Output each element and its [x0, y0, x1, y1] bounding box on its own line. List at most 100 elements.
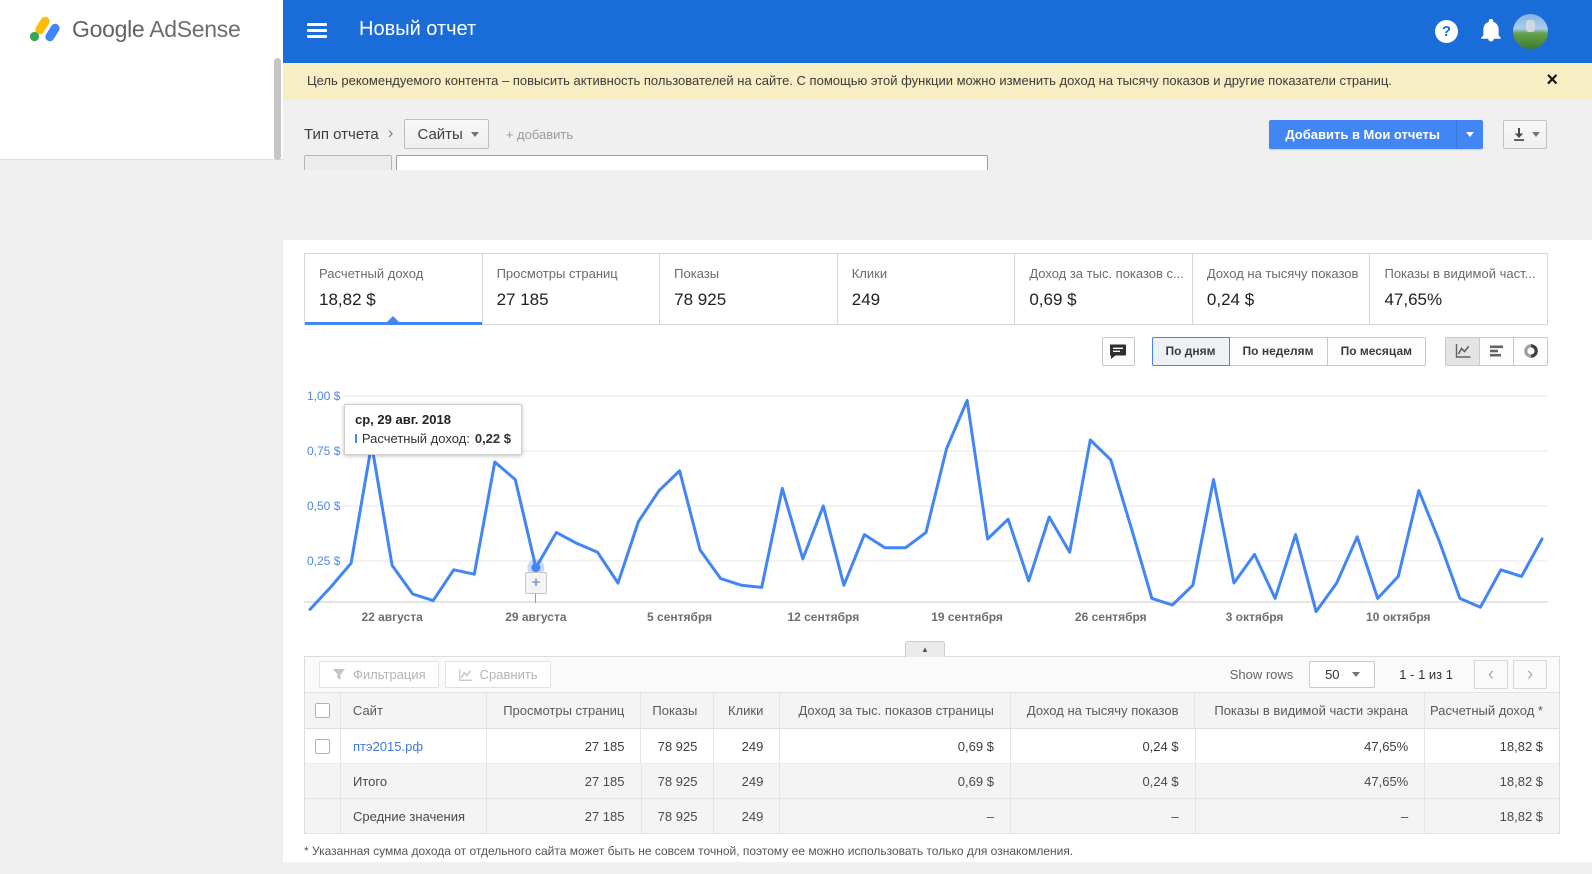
table-cell: 18,82 $ — [1499, 773, 1544, 789]
metric-label: Показы в видимой част... — [1384, 266, 1536, 281]
compare-icon — [458, 668, 472, 681]
metric-value: 47,65% — [1384, 290, 1443, 309]
selected-metric-underline — [305, 322, 482, 325]
comment-icon — [1109, 344, 1126, 359]
column-header[interactable]: Просмотры страниц — [487, 693, 642, 728]
promo-banner-text: Цель рекомендуемого контента – повысить … — [307, 73, 1392, 88]
metric-label: Показы — [674, 266, 720, 281]
metric-value: 27 185 — [496, 290, 549, 309]
line-chart-button[interactable] — [1445, 336, 1480, 366]
table-cell: 249 — [714, 729, 781, 763]
metric-card-5[interactable]: Доход на тысячу показов 0,24 $ — [1191, 254, 1370, 324]
add-dimension-link[interactable]: + добавить — [505, 126, 574, 142]
report-panel: Расчетный доход 18,82 $ Просмотры страниц 2… — [283, 240, 1592, 862]
logo-text: Google AdSense — [72, 15, 241, 43]
report-table: Сайт Просмотры страниц Показы Клики Доход за… — [305, 693, 1559, 834]
page-title: Новый отчет — [359, 18, 477, 40]
granularity-button-0[interactable]: По дням — [1151, 336, 1230, 366]
x-axis-label: 10 октября — [1366, 610, 1431, 624]
report-type-value: Сайты — [417, 125, 463, 143]
metric-card-4[interactable]: Доход за тыс. показов с... 0,69 $ — [1014, 254, 1192, 324]
annotation-connector — [535, 594, 536, 603]
help-icon[interactable]: ? — [1435, 20, 1458, 43]
annotations-button[interactable] — [1101, 336, 1135, 366]
metric-card-2[interactable]: Показы 78 925 — [659, 254, 837, 324]
table-cell: 78 925 — [642, 764, 715, 798]
column-header[interactable]: Сайт — [341, 693, 487, 728]
menu-icon[interactable] — [307, 23, 327, 39]
pie-chart-button[interactable] — [1513, 336, 1548, 366]
rows-per-page-dropdown[interactable]: 50 — [1309, 661, 1376, 688]
line-chart-icon — [1455, 344, 1470, 358]
metric-card-6[interactable]: Показы в видимой част... 47,65% — [1369, 254, 1548, 324]
sidebar: Google AdSense — [0, 0, 283, 160]
row-checkbox[interactable] — [314, 738, 330, 754]
report-type-toolbar: Тип отчета › Сайты + добавить — [304, 118, 573, 150]
clipped-filter-bar[interactable] — [396, 155, 988, 170]
avatar[interactable] — [1513, 14, 1548, 49]
granularity-button-1[interactable]: По неделям — [1228, 336, 1328, 366]
prev-page-button[interactable]: ‹ — [1474, 660, 1508, 689]
metric-card-1[interactable]: Просмотры страниц 27 185 — [481, 254, 660, 324]
table-header-row: Сайт Просмотры страниц Показы Клики Доход за… — [305, 693, 1559, 729]
chart-tooltip: ср, 29 авг. 2018 Расчетный доход: 0,22 $ — [344, 404, 522, 455]
rows-per-page-value: 50 — [1325, 667, 1340, 682]
breadcrumb: Тип отчета — [304, 125, 379, 143]
close-icon[interactable]: × — [1546, 69, 1558, 91]
column-header[interactable]: Доход на тысячу показов — [1011, 693, 1196, 728]
compare-button[interactable]: Сравнить — [444, 661, 551, 688]
column-header[interactable]: Показы в видимой части экрана — [1195, 693, 1425, 728]
table-row: птэ2015.рф 27 185 78 925 249 0,69 $0,24 $47,… — [305, 729, 1559, 764]
table-cell: 0,69 $ — [780, 764, 1011, 798]
metric-value: 78 925 — [674, 290, 727, 309]
metric-card-3[interactable]: Клики 249 — [836, 254, 1015, 324]
pie-chart-icon — [1523, 344, 1538, 358]
earnings-line-chart[interactable]: ср, 29 авг. 2018 Расчетный доход: 0,22 $… — [304, 378, 1548, 628]
chevron-right-icon: › — [387, 123, 394, 142]
tooltip-value: 0,22 $ — [474, 431, 511, 446]
report-type-dropdown[interactable]: Сайты — [404, 119, 489, 149]
adsense-logo[interactable]: Google AdSense — [26, 14, 241, 44]
y-axis-label: 1,00 $ — [304, 389, 344, 403]
download-button[interactable] — [1503, 120, 1547, 149]
granularity-button-2[interactable]: По месяцам — [1326, 336, 1426, 366]
metric-label: Клики — [851, 266, 888, 281]
notifications-icon[interactable] — [1479, 18, 1503, 43]
metric-cards: Расчетный доход 18,82 $ Просмотры страниц 2… — [304, 253, 1548, 325]
logo-adsense: AdSense — [149, 15, 241, 42]
pagination-range: 1 - 1 из 1 — [1399, 667, 1453, 682]
column-header[interactable]: Расчетный доход * — [1430, 703, 1543, 718]
clipped-date-tab[interactable] — [304, 155, 392, 170]
table-cell: 27 185 — [487, 764, 642, 798]
site-link[interactable]: птэ2015.рф — [352, 738, 424, 754]
metric-value: 0,24 $ — [1206, 290, 1255, 309]
add-annotation-button[interactable]: + — [525, 572, 547, 594]
bar-chart-button[interactable] — [1479, 336, 1514, 366]
metric-label: Доход на тысячу показов — [1206, 266, 1359, 281]
next-page-button[interactable]: › — [1513, 660, 1547, 689]
metric-card-0[interactable]: Расчетный доход 18,82 $ — [305, 254, 482, 325]
y-axis-label: 0,50 $ — [304, 499, 344, 513]
add-to-my-reports-label[interactable]: Добавить в Мои отчеты — [1269, 120, 1456, 149]
metric-label: Просмотры страниц — [496, 266, 618, 281]
sidebar-scrollbar[interactable] — [274, 58, 281, 160]
table-toolbar: Фильтрация Сравнить Show rows 50 1 - 1 и… — [305, 657, 1559, 693]
table-cell: 78 925 — [642, 799, 715, 833]
table-cell: 27 185 — [487, 729, 642, 763]
column-header[interactable]: Показы — [641, 693, 715, 728]
averages-row-label: Средние значения — [341, 799, 487, 833]
table-cell: – — [780, 799, 1011, 833]
y-axis-label: 0,25 $ — [304, 554, 344, 568]
filter-button[interactable]: Фильтрация — [319, 661, 439, 688]
select-all-checkbox[interactable] — [314, 703, 330, 718]
add-to-my-reports-menu-button[interactable] — [1456, 120, 1483, 149]
add-to-my-reports-button[interactable]: Добавить в Мои отчеты — [1269, 120, 1483, 149]
column-header[interactable]: Доход за тыс. показов страницы — [780, 693, 1011, 728]
chevron-down-icon — [1351, 672, 1360, 677]
x-axis-label: 26 сентября — [1074, 610, 1147, 624]
table-cell: 47,65% — [1196, 764, 1426, 798]
collapse-chart-button[interactable]: ▲ — [905, 641, 945, 657]
column-header[interactable]: Клики — [714, 693, 781, 728]
footnote: * Указанная сумма дохода от отдельного с… — [304, 844, 1074, 858]
